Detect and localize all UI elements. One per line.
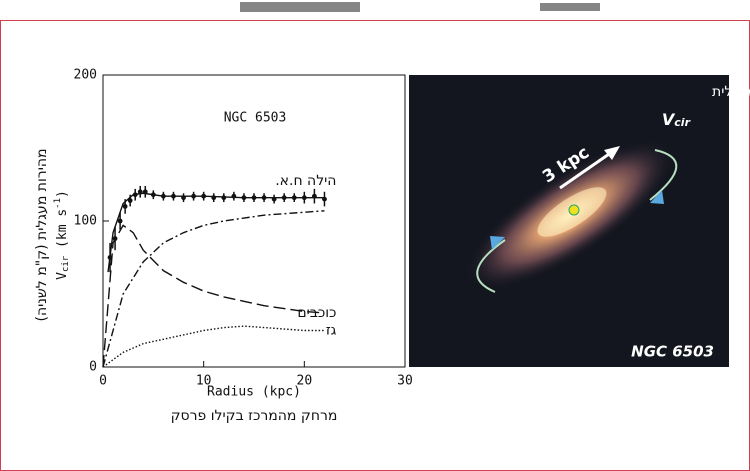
- data-point: [128, 198, 133, 203]
- data-point: [322, 197, 327, 202]
- curve: [108, 193, 324, 272]
- data-point: [123, 204, 128, 209]
- data-point: [262, 195, 267, 200]
- scan-strip: [0, 0, 750, 16]
- data-point: [133, 192, 138, 197]
- data-point: [201, 194, 206, 199]
- x-axis-label-hebrew: מרחק מהמרכז בקילו פרסק: [171, 408, 338, 424]
- data-point: [242, 195, 247, 200]
- data-point: [108, 255, 113, 260]
- data-point: [292, 195, 297, 200]
- curve: [103, 211, 324, 367]
- data-point: [118, 219, 123, 224]
- y-label-part: -1: [53, 198, 63, 209]
- page: {"chart_data": {"type": "line", "title":…: [0, 0, 750, 471]
- data-point: [272, 197, 277, 202]
- photo-caption: מהירות מעגלית: [712, 84, 750, 100]
- chart-title: NGC 6503: [224, 111, 287, 126]
- curve-label: הילה ח.א.: [275, 173, 336, 189]
- data-point: [191, 194, 196, 199]
- figure: מהירות מעגלית Vcir 3 kpc NGC 6503 NGC 65…: [0, 0, 750, 471]
- y-tick-label: 100: [74, 214, 97, 229]
- curve: [103, 326, 324, 367]
- data-point: [211, 195, 216, 200]
- symbol-sub: cir: [674, 116, 690, 129]
- y-tick-label: 0: [89, 360, 97, 375]
- y-label-part: cir: [61, 255, 71, 272]
- data-point: [151, 192, 156, 197]
- y-label-part: ): [55, 190, 70, 198]
- curve-label: כוכבים: [297, 305, 336, 321]
- y-label-part: (km s: [55, 209, 70, 256]
- x-tick-label: 20: [297, 374, 313, 389]
- data-point: [138, 189, 143, 194]
- y-tick-label: 200: [74, 68, 97, 83]
- data-point: [231, 194, 236, 199]
- x-axis-label: Radius (kpc): [207, 385, 301, 400]
- data-point: [161, 194, 166, 199]
- curve-label: גז: [326, 323, 337, 339]
- y-axis-label: Vcir (km s-1): [53, 190, 71, 280]
- y-axis-label-hebrew: מהירות מעגלית (ק"מ לשניה): [34, 149, 50, 322]
- data-point: [181, 195, 186, 200]
- x-tick-label: 0: [99, 374, 107, 389]
- data-point: [171, 194, 176, 199]
- x-tick-label: 30: [397, 374, 413, 389]
- data-point: [143, 189, 148, 194]
- y-label-part: V: [55, 272, 70, 280]
- x-tick-label: 10: [196, 374, 212, 389]
- photo-name: NGC 6503: [631, 343, 714, 361]
- curve: [103, 225, 324, 367]
- data-point: [312, 194, 317, 199]
- data-point: [282, 195, 287, 200]
- data-point: [252, 195, 257, 200]
- data-point: [113, 236, 118, 241]
- data-point: [302, 195, 307, 200]
- data-point: [221, 195, 226, 200]
